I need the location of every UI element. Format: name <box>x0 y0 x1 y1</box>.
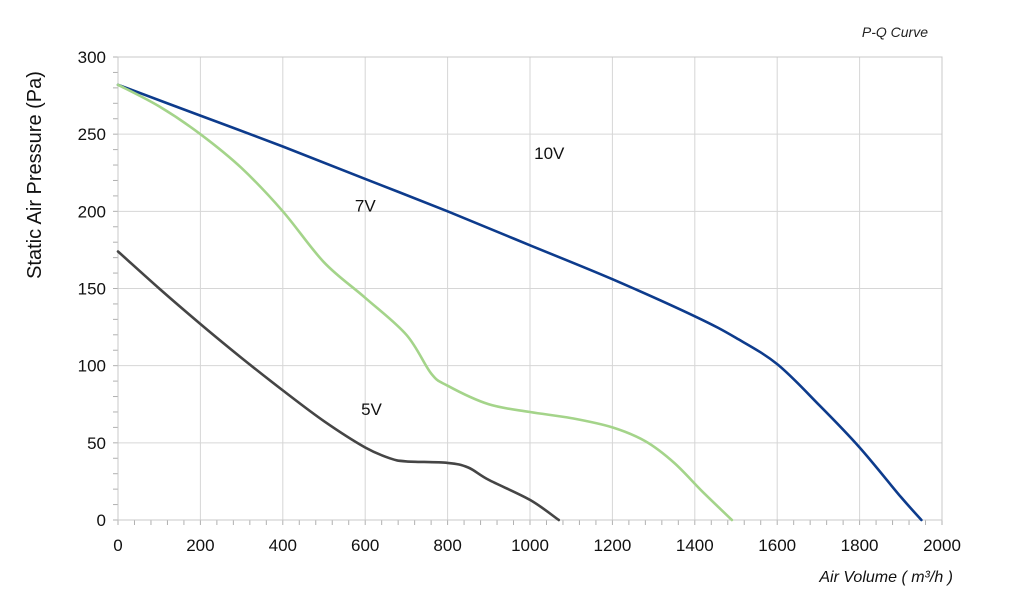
series-line-10v <box>116 83 923 522</box>
series-label-5v: 5V <box>361 400 382 419</box>
y-axis-label: Static Air Pressure (Pa) <box>24 71 46 279</box>
x-tick-label: 1000 <box>511 536 549 555</box>
y-tick-label: 100 <box>78 357 106 376</box>
grid <box>117 56 943 521</box>
x-tick-label: 0 <box>113 536 122 555</box>
chart-title: P-Q Curve <box>862 24 928 40</box>
y-tick-label: 50 <box>87 434 106 453</box>
series-lines <box>116 83 923 522</box>
y-tick-label: 150 <box>78 280 106 299</box>
x-tick-label: 1400 <box>676 536 714 555</box>
x-tick-label: 800 <box>433 536 461 555</box>
series-label-7v: 7V <box>355 196 376 215</box>
y-tick-label: 200 <box>78 202 106 221</box>
series-line-7v <box>116 83 734 522</box>
series-line-5v <box>116 250 561 522</box>
minor-ticks <box>113 56 943 525</box>
y-tick-label: 250 <box>78 125 106 144</box>
y-tick-label: 300 <box>78 48 106 67</box>
x-tick-label: 600 <box>351 536 379 555</box>
x-tick-label: 200 <box>186 536 214 555</box>
y-tick-labels: 0 50 100 150 200 250 300 <box>78 48 106 530</box>
y-tick-label: 0 <box>97 511 106 530</box>
x-tick-label: 1600 <box>758 536 796 555</box>
x-tick-label: 400 <box>269 536 297 555</box>
x-tick-label: 2000 <box>923 536 961 555</box>
x-tick-label: 1200 <box>593 536 631 555</box>
series-labels: 10V 7V 5V <box>355 144 565 419</box>
x-tick-labels: 0 200 400 600 800 1000 1200 1400 1600 1800 2000 <box>113 536 961 555</box>
series-label-10v: 10V <box>534 144 565 163</box>
x-tick-label: 1800 <box>841 536 879 555</box>
x-axis-label: Air Volume ( m³/h ) <box>818 569 953 586</box>
plot-frame <box>117 56 943 521</box>
